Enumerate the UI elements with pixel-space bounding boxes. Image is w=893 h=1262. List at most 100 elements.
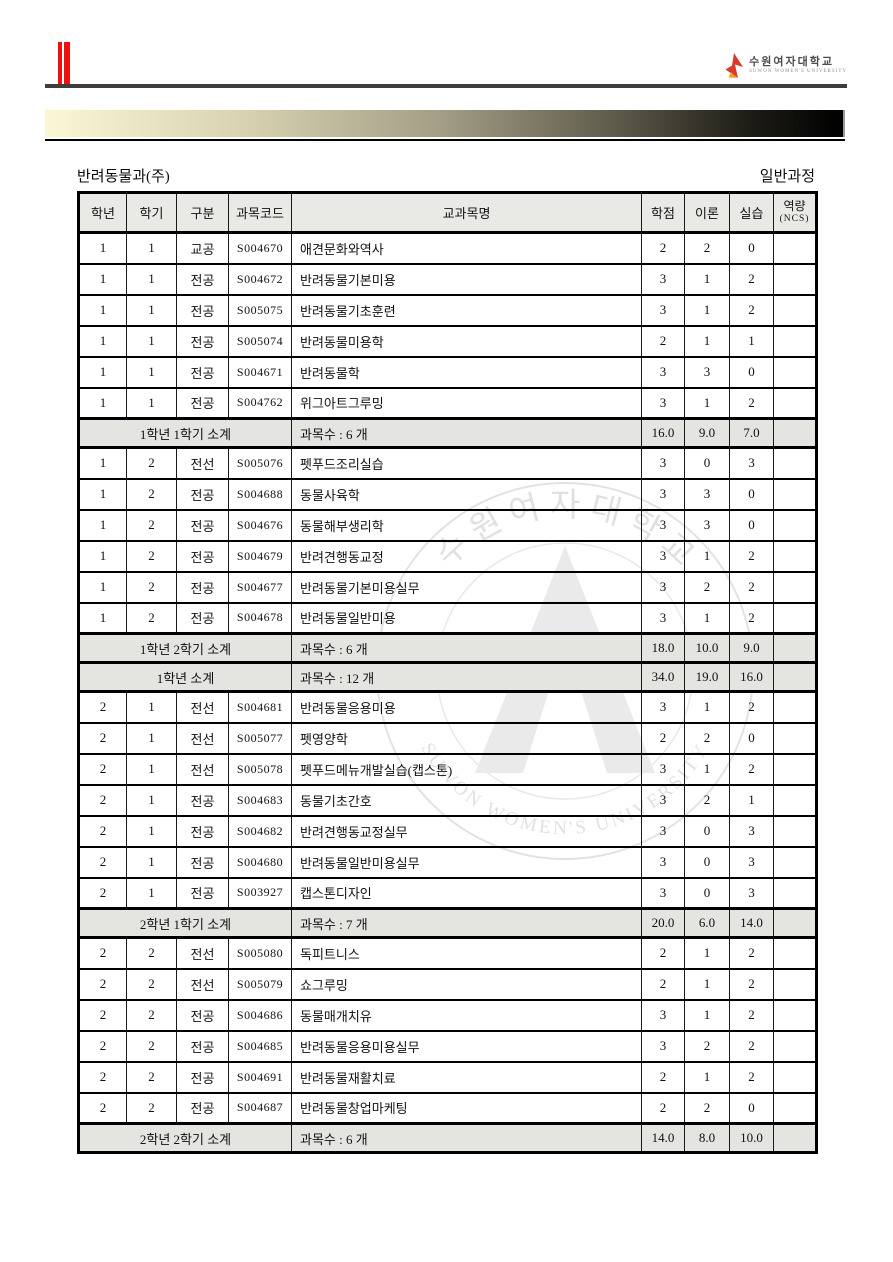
code-cell: S004680 (228, 845, 292, 879)
semester-cell: 2 (126, 446, 177, 480)
practice-cell: 1 (729, 783, 774, 817)
practice-total-cell: 10.0 (729, 1122, 774, 1154)
theory-cell: 1 (684, 752, 730, 786)
credits-total-cell: 18.0 (641, 632, 685, 664)
header-course-name: 교과목명 (291, 192, 642, 234)
credits-cell: 2 (641, 231, 685, 265)
code-cell: S004762 (228, 386, 292, 420)
credits-cell: 3 (641, 814, 685, 848)
title-row: 반려동물과(주) 일반과정 (77, 165, 815, 186)
category-cell: 전공 (176, 539, 229, 573)
course-name-cell: 동물사육학 (291, 477, 642, 511)
course-row: 1 2 전공 S004677 반려동물기본미용실무 3 2 2 (78, 570, 817, 604)
course-count-cell: 과목수 : 6 개 (291, 1122, 642, 1154)
code-cell: S004686 (228, 998, 292, 1032)
year-cell: 2 (78, 936, 127, 970)
credits-cell: 3 (641, 601, 685, 635)
practice-cell: 1 (729, 324, 774, 358)
semester-cell: 1 (126, 355, 177, 389)
category-cell: 전공 (176, 355, 229, 389)
ncs-cell (773, 477, 817, 511)
ncs-cell (773, 752, 817, 786)
course-name-cell: 반려동물응용미용실무 (291, 1029, 642, 1063)
practice-cell: 2 (729, 1060, 774, 1094)
practice-cell: 2 (729, 386, 774, 420)
header-semester: 학기 (126, 192, 177, 234)
code-cell: S004685 (228, 1029, 292, 1063)
course-row: 2 1 전선 S005077 펫영양학 2 2 0 (78, 721, 817, 755)
semester-cell: 1 (126, 783, 177, 817)
ncs-cell (773, 967, 817, 1001)
course-name-cell: 반려동물창업마케팅 (291, 1091, 642, 1125)
theory-total-cell: 9.0 (684, 417, 730, 449)
subtotal-label-cell: 2학년 1학기 소계 (78, 907, 292, 939)
ncs-cell (773, 721, 817, 755)
code-cell: S005077 (228, 721, 292, 755)
category-cell: 전선 (176, 690, 229, 724)
semester-cell: 2 (126, 508, 177, 542)
ncs-cell (773, 417, 817, 449)
credits-cell: 3 (641, 355, 685, 389)
theory-cell: 1 (684, 690, 730, 724)
year-cell: 1 (78, 446, 127, 480)
theory-cell: 1 (684, 293, 730, 327)
theory-cell: 1 (684, 998, 730, 1032)
course-row: 2 1 전공 S004680 반려동물일반미용실무 3 0 3 (78, 845, 817, 879)
credits-cell: 2 (641, 936, 685, 970)
category-cell: 전공 (176, 845, 229, 879)
year-cell: 2 (78, 814, 127, 848)
theory-cell: 1 (684, 936, 730, 970)
credits-cell: 3 (641, 876, 685, 910)
semester-cell: 2 (126, 998, 177, 1032)
category-cell: 전선 (176, 721, 229, 755)
course-row: 2 1 전선 S004681 반려동물응용미용 3 1 2 (78, 690, 817, 724)
theory-cell: 0 (684, 876, 730, 910)
course-name-cell: 펫영양학 (291, 721, 642, 755)
year-cell: 2 (78, 752, 127, 786)
credits-cell: 3 (641, 477, 685, 511)
subtotal-label-cell: 1학년 2학기 소계 (78, 632, 292, 664)
year-cell: 2 (78, 1091, 127, 1125)
course-row: 2 2 전공 S004685 반려동물응용미용실무 3 2 2 (78, 1029, 817, 1063)
subtotal-row: 2학년 2학기 소계 과목수 : 6 개 14.0 8.0 10.0 (78, 1122, 817, 1154)
category-cell: 전공 (176, 814, 229, 848)
credits-cell: 3 (641, 690, 685, 724)
subtotal-row: 2학년 1학기 소계 과목수 : 7 개 20.0 6.0 14.0 (78, 907, 817, 939)
year-cell: 2 (78, 967, 127, 1001)
category-cell: 전공 (176, 477, 229, 511)
course-row: 1 2 전공 S004679 반려견행동교정 3 1 2 (78, 539, 817, 573)
credits-cell: 3 (641, 446, 685, 480)
code-cell: S005080 (228, 936, 292, 970)
course-name-cell: 펫푸드메뉴개발실습(캡스톤) (291, 752, 642, 786)
credits-cell: 3 (641, 783, 685, 817)
gradient-banner-rule (45, 139, 845, 141)
practice-cell: 0 (729, 508, 774, 542)
theory-total-cell: 8.0 (684, 1122, 730, 1154)
course-name-cell: 위그아트그루밍 (291, 386, 642, 420)
year-cell: 1 (78, 231, 127, 265)
credits-cell: 3 (641, 539, 685, 573)
ncs-cell (773, 936, 817, 970)
flame-logo-icon (725, 53, 744, 78)
ncs-cell (773, 1060, 817, 1094)
semester-cell: 1 (126, 876, 177, 910)
credits-cell: 3 (641, 752, 685, 786)
year-cell: 1 (78, 386, 127, 420)
course-name-cell: 반려동물재활치료 (291, 1060, 642, 1094)
year-cell: 1 (78, 570, 127, 604)
code-cell: S005074 (228, 324, 292, 358)
theory-cell: 0 (684, 814, 730, 848)
practice-cell: 3 (729, 814, 774, 848)
red-accent-bar (58, 42, 62, 84)
course-row: 1 1 전공 S005074 반려동물미용학 2 1 1 (78, 324, 817, 358)
practice-cell: 3 (729, 446, 774, 480)
header-ncs-line2: (NCS) (779, 214, 810, 225)
code-cell: S004677 (228, 570, 292, 604)
semester-cell: 1 (126, 814, 177, 848)
practice-cell: 0 (729, 721, 774, 755)
course-type-label: 일반과정 (759, 169, 815, 185)
year-cell: 1 (78, 477, 127, 511)
category-cell: 전선 (176, 446, 229, 480)
practice-cell: 2 (729, 998, 774, 1032)
subtotal-label-cell: 1학년 소계 (78, 661, 292, 693)
